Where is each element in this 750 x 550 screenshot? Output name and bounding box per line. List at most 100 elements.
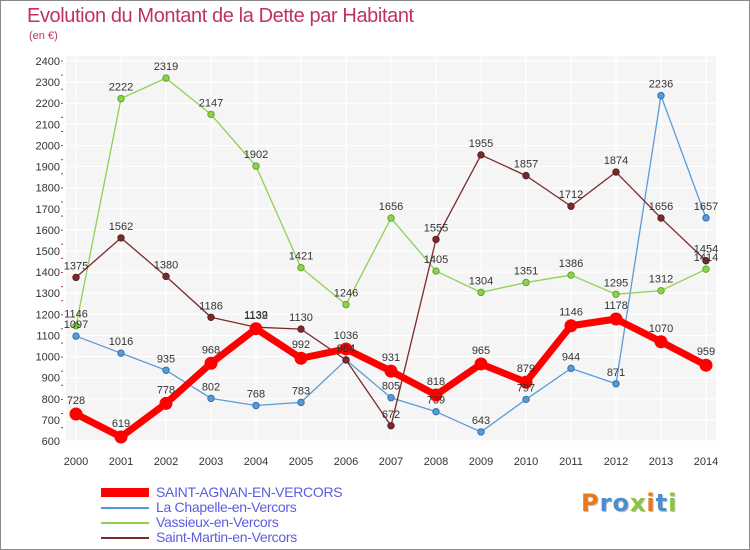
data-label: 1380 (154, 259, 178, 271)
y-tick-label: 1000 (36, 352, 60, 364)
x-tick-label: 2005 (289, 456, 313, 468)
data-label: 944 (562, 351, 580, 363)
data-point (699, 358, 713, 372)
y-tick-label: 1200 (36, 309, 60, 321)
data-point (474, 357, 488, 371)
data-point (162, 74, 170, 82)
data-label: 879 (517, 363, 535, 375)
x-tick-label: 2011 (559, 456, 583, 468)
data-point (207, 313, 215, 321)
data-point (612, 290, 620, 298)
data-point (567, 271, 575, 279)
data-label: 1955 (469, 138, 493, 150)
data-point (72, 322, 80, 330)
y-tick-label: 600 (42, 436, 60, 448)
y-tick-label: 1400 (36, 267, 60, 279)
data-point (72, 332, 80, 340)
x-tick-label: 2010 (514, 456, 538, 468)
data-label: 2222 (109, 82, 133, 94)
data-point (702, 265, 710, 273)
data-label: 818 (427, 376, 445, 388)
data-label: 1178 (604, 300, 628, 312)
legend-label: Vassieux-en-Vercors (156, 514, 279, 530)
data-label: 1454 (694, 244, 718, 256)
data-point (117, 234, 125, 242)
legend-swatch (101, 536, 149, 539)
data-point (387, 422, 395, 430)
logo-letter: t (655, 489, 669, 517)
data-point (114, 430, 128, 444)
data-label: 1312 (649, 274, 673, 286)
data-label: 984 (337, 343, 355, 355)
x-tick-label: 2003 (199, 456, 223, 468)
y-tick-label: 2400 (36, 56, 60, 68)
logo-letter: i (668, 489, 678, 517)
chart-title: Evolution du Montant de la Dette par Hab… (27, 5, 414, 27)
y-tick-label: 900 (42, 373, 60, 385)
x-tick-label: 2000 (64, 456, 88, 468)
data-label: 1386 (559, 258, 583, 270)
x-tick-label: 2001 (109, 456, 133, 468)
data-label: 1304 (469, 275, 493, 287)
data-point (162, 366, 170, 374)
y-tick-label: 1900 (36, 162, 60, 174)
x-tick-label: 2008 (424, 456, 448, 468)
x-tick-label: 2009 (469, 456, 493, 468)
data-label: 1146 (64, 309, 88, 321)
data-label: 643 (472, 415, 490, 427)
y-tick-label: 2200 (36, 98, 60, 110)
x-tick-label: 2006 (334, 456, 358, 468)
data-label: 2236 (649, 79, 673, 91)
x-tick-label: 2014 (694, 456, 718, 468)
data-point (522, 395, 530, 404)
data-label: 728 (67, 395, 85, 407)
data-point (477, 288, 485, 297)
legend-swatch (101, 521, 149, 524)
data-label: 1132 (244, 310, 268, 322)
x-tick-label: 2007 (379, 456, 403, 468)
data-label: 1036 (334, 330, 358, 342)
data-label: 992 (292, 339, 310, 351)
logo-letter: i (646, 489, 656, 517)
data-label: 1070 (649, 323, 673, 335)
data-point (162, 272, 170, 281)
chart-legend: SAINT-AGNAN-EN-VERCORS La Chapelle-en-Ver… (101, 484, 431, 545)
data-point (117, 349, 125, 357)
data-label: 768 (247, 389, 265, 401)
data-point (429, 388, 443, 402)
data-label: 931 (382, 352, 400, 364)
data-label: 1097 (64, 319, 88, 331)
data-label: 984 (337, 343, 355, 355)
y-tick-label: 700 (42, 415, 60, 427)
x-tick-label: 2004 (244, 456, 268, 468)
data-point (612, 168, 620, 176)
legend-label: SAINT-AGNAN-EN-VERCORS (156, 484, 343, 500)
data-point (432, 407, 440, 416)
data-point (384, 364, 398, 378)
data-point (159, 396, 173, 410)
data-point (477, 151, 485, 159)
data-point (432, 267, 440, 275)
data-label: 802 (202, 381, 220, 393)
data-point (339, 342, 353, 356)
data-label: 1562 (109, 221, 133, 233)
logo-letter: P (581, 489, 600, 517)
data-label: 1902 (244, 149, 268, 161)
data-label: 1414 (694, 252, 718, 264)
data-label: 1146 (559, 307, 583, 319)
data-label: 1405 (424, 254, 448, 266)
data-label: 1555 (424, 222, 448, 234)
data-label: 1130 (289, 312, 313, 324)
data-point (657, 214, 665, 222)
legend-item: Vassieux-en-Vercors (101, 514, 431, 530)
data-point (297, 398, 305, 407)
data-label: 805 (382, 381, 400, 393)
y-tick-label: 1100 (36, 330, 60, 342)
data-label: 1139 (244, 310, 268, 322)
proxiti-logo: Proxiti (581, 489, 677, 517)
data-point (342, 300, 350, 309)
data-label: 1656 (649, 201, 673, 213)
data-point (567, 364, 575, 373)
